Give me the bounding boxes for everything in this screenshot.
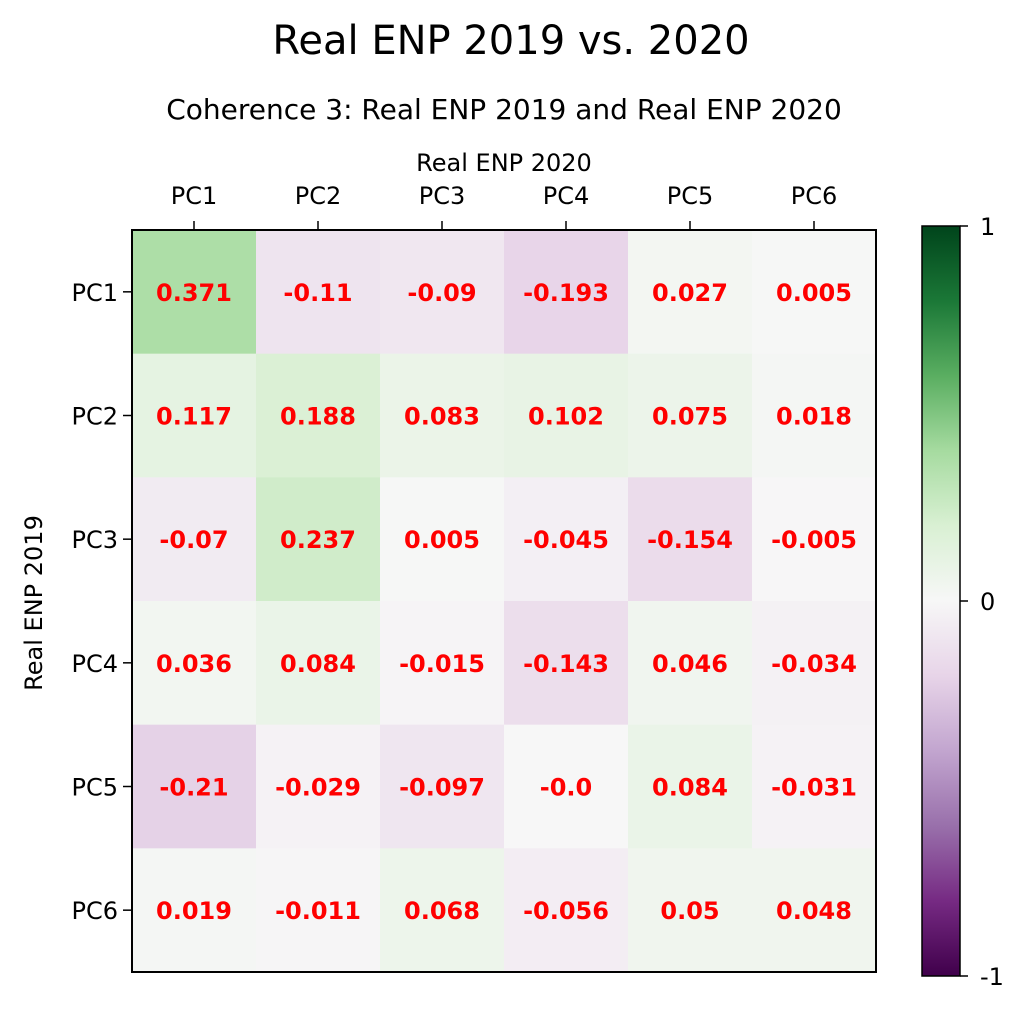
heatmap-cell [628, 848, 753, 973]
heatmap-cells [132, 230, 877, 973]
cell-value-label: -0.029 [275, 774, 361, 802]
cell-value-label: 0.237 [280, 526, 356, 554]
heatmap-cell [752, 477, 877, 602]
cell-value-label: 0.084 [652, 774, 728, 802]
cell-value-label: -0.11 [283, 279, 352, 307]
heatmap-cell [752, 724, 877, 849]
heatmap-cell [504, 724, 629, 849]
x-tick-label: PC5 [667, 182, 714, 210]
cell-value-label: -0.193 [523, 279, 609, 307]
heatmap-cell [132, 724, 257, 849]
heatmap-cell [628, 230, 753, 355]
cell-value-label: 0.036 [156, 650, 232, 678]
heatmap-cell [380, 601, 505, 726]
heatmap-cell [256, 848, 381, 973]
heatmap-cell [752, 848, 877, 973]
heatmap-annotations: 0.371 -0.11 -0.09 -0.193 0.027 0.005 0.117 0.18… [156, 279, 857, 925]
heatmap-cell [504, 353, 629, 478]
heatmap-cell [256, 353, 381, 478]
heatmap-cell [380, 230, 505, 355]
y-tick-label: PC2 [72, 403, 119, 431]
heatmap-cell [256, 724, 381, 849]
cell-value-label: -0.056 [523, 897, 609, 925]
chart-title: Real ENP 2019 vs. 2020 [272, 18, 749, 64]
cell-value-label: 0.005 [776, 279, 852, 307]
cell-value-label: -0.0 [540, 774, 592, 802]
heatmap-cell [380, 724, 505, 849]
cell-value-label: -0.045 [523, 526, 609, 554]
y-tick-label: PC1 [72, 279, 119, 307]
heatmap-cell [628, 477, 753, 602]
cell-value-label: -0.034 [771, 650, 857, 678]
heatmap-cell [132, 477, 257, 602]
cell-value-label: 0.027 [652, 279, 728, 307]
x-tick-label: PC4 [543, 182, 590, 210]
heatmap-cell [504, 601, 629, 726]
cell-value-label: 0.048 [776, 897, 852, 925]
heatmap-cell [504, 848, 629, 973]
plot-frame [131, 229, 877, 973]
y-tick-label: PC6 [72, 897, 119, 925]
x-tick-label: PC1 [171, 182, 218, 210]
heatmap-cell [380, 353, 505, 478]
cell-value-label: 0.005 [404, 526, 480, 554]
y-axis-label: Real ENP 2019 [20, 515, 48, 691]
heatmap-cell [504, 230, 629, 355]
heatmap-cell [256, 477, 381, 602]
cell-value-label: -0.011 [275, 897, 361, 925]
heatmap-cell [132, 230, 257, 355]
cell-value-label: 0.018 [776, 403, 852, 431]
cell-value-label: 0.188 [280, 403, 356, 431]
cell-value-label: -0.09 [407, 279, 476, 307]
colorbar-tick-label: -1 [980, 963, 1004, 991]
heatmap-cell [380, 848, 505, 973]
cell-value-label: -0.097 [399, 774, 485, 802]
heatmap-cell [752, 353, 877, 478]
cell-value-label: -0.154 [647, 526, 733, 554]
y-axis-ticks: PC1 PC2 PC3 PC4 PC5 PC6 [72, 279, 132, 925]
heatmap-cell [628, 353, 753, 478]
cell-value-label: 0.083 [404, 403, 480, 431]
heatmap-cell [628, 724, 753, 849]
cell-value-label: -0.21 [159, 774, 228, 802]
cell-value-label: -0.005 [771, 526, 857, 554]
cell-value-label: 0.046 [652, 650, 728, 678]
cell-value-label: 0.075 [652, 403, 728, 431]
cell-value-label: -0.143 [523, 650, 609, 678]
heatmap-cell [628, 601, 753, 726]
cell-value-label: 0.05 [660, 897, 719, 925]
cell-value-label: 0.117 [156, 403, 232, 431]
cell-value-label: 0.371 [156, 279, 232, 307]
colorbar-tick-label: 0 [980, 588, 995, 616]
heatmap-cell [504, 477, 629, 602]
heatmap-cell [752, 230, 877, 355]
heatmap-cell [380, 477, 505, 602]
cell-value-label: -0.07 [159, 526, 228, 554]
heatmap-cell [256, 230, 381, 355]
cell-value-label: -0.015 [399, 650, 485, 678]
heatmap-cell [132, 353, 257, 478]
cell-value-label: 0.084 [280, 650, 356, 678]
heatmap-cell [256, 601, 381, 726]
heatmap-cell [132, 848, 257, 973]
y-tick-label: PC5 [72, 774, 119, 802]
colorbar [921, 225, 961, 977]
cell-value-label: -0.031 [771, 774, 857, 802]
chart-subtitle: Coherence 3: Real ENP 2019 and Real ENP … [166, 93, 842, 126]
colorbar-ticks: 1 0 -1 [960, 213, 1004, 991]
heatmap-cell [752, 601, 877, 726]
x-tick-label: PC6 [791, 182, 838, 210]
x-tick-label: PC2 [295, 182, 342, 210]
y-tick-label: PC4 [72, 650, 119, 678]
cell-value-label: 0.019 [156, 897, 232, 925]
colorbar-tick-label: 1 [980, 213, 995, 241]
x-axis-ticks: PC1 PC2 PC3 PC4 PC5 PC6 [171, 182, 838, 230]
y-tick-label: PC3 [72, 526, 119, 554]
heatmap-cell [132, 601, 257, 726]
x-tick-label: PC3 [419, 182, 466, 210]
x-axis-label: Real ENP 2020 [416, 149, 592, 177]
cell-value-label: 0.102 [528, 403, 604, 431]
cell-value-label: 0.068 [404, 897, 480, 925]
